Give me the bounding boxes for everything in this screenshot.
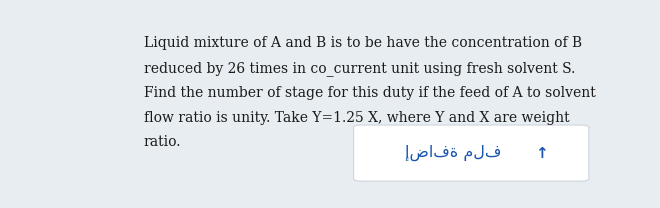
- Text: flow ratio is unity. Take Y=1.25 X, where Y and X are weight: flow ratio is unity. Take Y=1.25 X, wher…: [144, 111, 570, 125]
- Text: ratio.: ratio.: [144, 135, 182, 150]
- Text: ↑: ↑: [535, 146, 548, 161]
- Text: Liquid mixture of A and B is to be have the concentration of B: Liquid mixture of A and B is to be have …: [144, 36, 582, 50]
- FancyBboxPatch shape: [354, 125, 589, 181]
- Text: reduced by 26 times in co_current unit using fresh solvent S.: reduced by 26 times in co_current unit u…: [144, 61, 576, 76]
- Text: Find the number of stage for this duty if the feed of A to solvent: Find the number of stage for this duty i…: [144, 86, 595, 100]
- Text: إضافة ملف: إضافة ملف: [405, 145, 502, 161]
